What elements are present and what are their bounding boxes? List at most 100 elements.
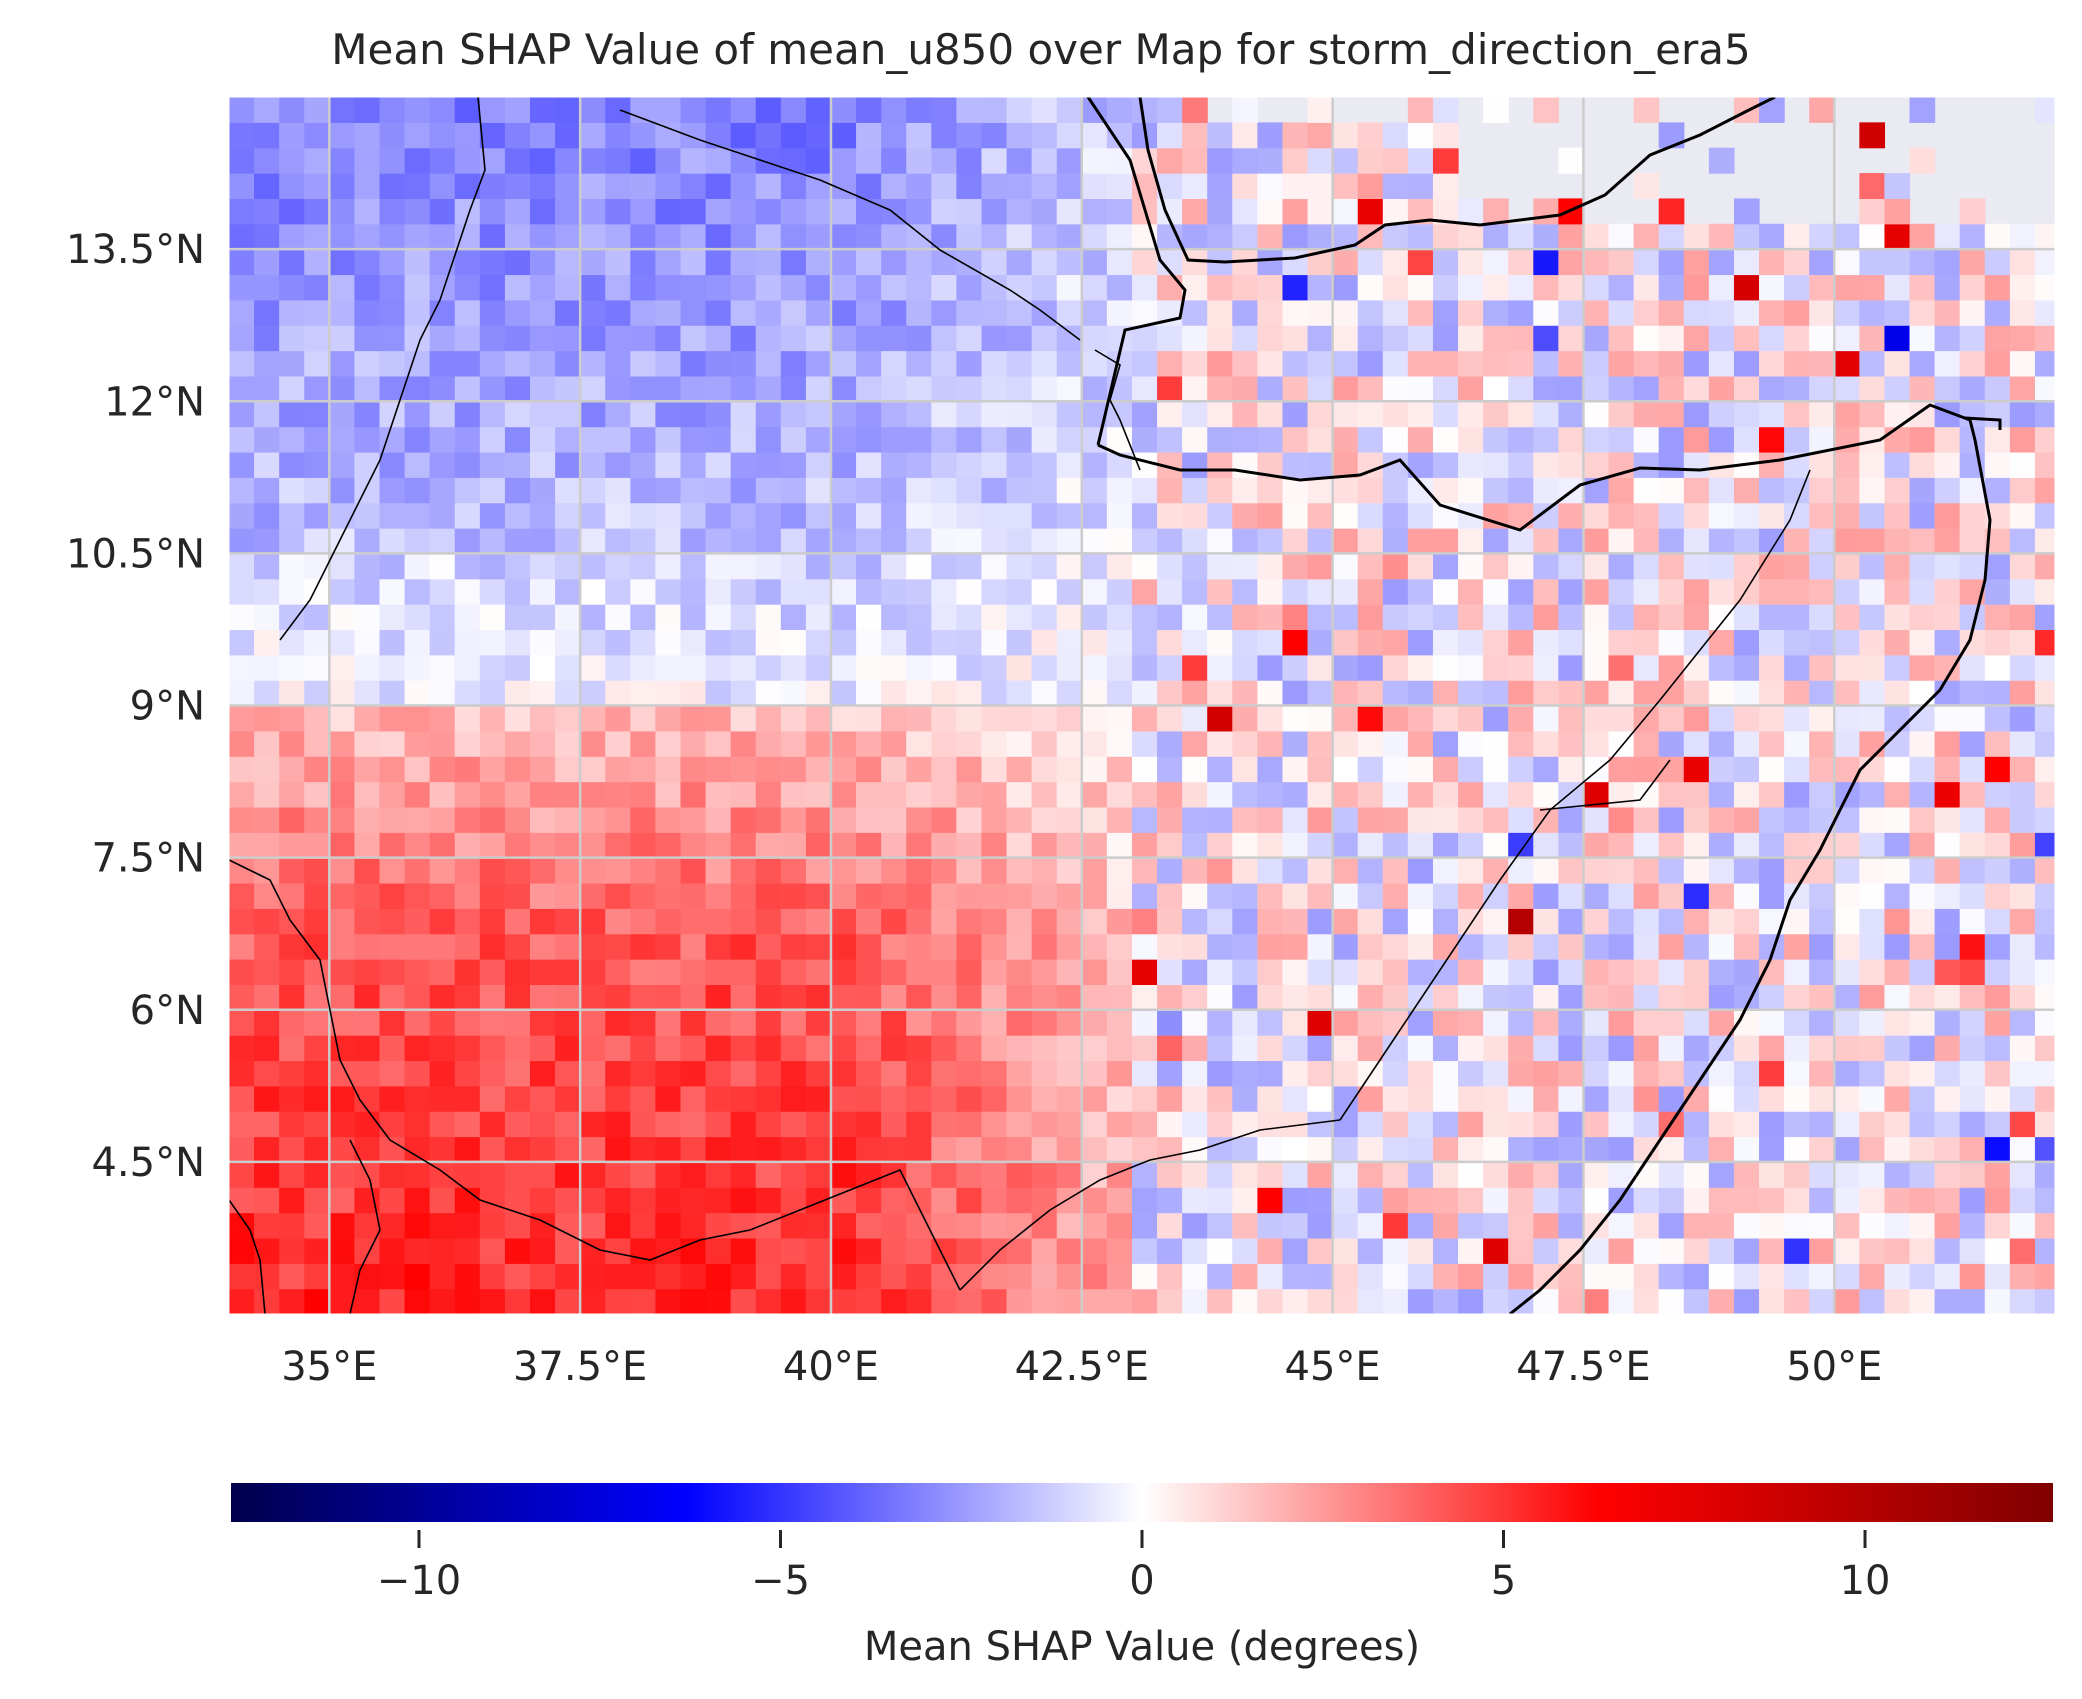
heatmap-cell xyxy=(655,984,682,1011)
heatmap-cell xyxy=(1056,1035,1083,1062)
heatmap-cell xyxy=(1031,578,1058,605)
heatmap-cell xyxy=(1608,857,1635,884)
heatmap-cell xyxy=(1533,680,1559,707)
heatmap-cell xyxy=(1608,578,1635,605)
heatmap-cell xyxy=(379,1111,406,1138)
heatmap-cell xyxy=(755,1237,782,1264)
heatmap-cell xyxy=(1432,477,1459,504)
heatmap-cell xyxy=(454,528,481,554)
heatmap-cell xyxy=(1608,984,1635,1011)
heatmap-cell xyxy=(454,604,481,631)
heatmap-cell xyxy=(931,1212,957,1239)
heatmap-cell xyxy=(1708,401,1735,428)
heatmap-cell xyxy=(1658,249,1685,276)
heatmap-cell xyxy=(630,401,656,428)
heatmap-cell xyxy=(705,477,732,504)
heatmap-cell xyxy=(780,1263,807,1290)
heatmap-cell xyxy=(1307,1060,1334,1087)
heatmap-cell xyxy=(1307,578,1334,605)
heatmap-cell xyxy=(1307,1136,1334,1163)
heatmap-cell xyxy=(1031,249,1058,276)
heatmap-cell xyxy=(1608,1085,1635,1112)
heatmap-cell xyxy=(2009,730,2036,757)
heatmap-cell xyxy=(1708,933,1735,960)
heatmap-cell xyxy=(931,299,957,326)
heatmap-cell xyxy=(379,1009,406,1036)
heatmap-cell xyxy=(1658,299,1685,326)
heatmap-cell xyxy=(1131,882,1158,909)
heatmap-cell xyxy=(1031,604,1058,631)
heatmap-cell xyxy=(1959,680,1986,707)
heatmap-cell xyxy=(580,781,606,808)
heatmap-cell xyxy=(680,857,707,884)
heatmap-cell xyxy=(1332,1263,1359,1290)
heatmap-cell xyxy=(1131,325,1158,352)
heatmap-cell xyxy=(1658,705,1685,732)
heatmap-cell xyxy=(1006,756,1033,783)
heatmap-cell xyxy=(680,1263,707,1290)
heatmap-cell xyxy=(881,705,907,732)
heatmap-cell xyxy=(404,806,431,833)
heatmap-cell xyxy=(1332,1187,1359,1214)
heatmap-cell xyxy=(2009,654,2036,681)
heatmap-cell xyxy=(1733,426,1760,453)
heatmap-cell xyxy=(279,274,305,301)
heatmap-cell xyxy=(429,604,456,631)
heatmap-cell xyxy=(881,528,907,554)
heatmap-cell xyxy=(1809,223,1835,250)
heatmap-cell xyxy=(479,1263,506,1290)
heatmap-cell xyxy=(956,147,983,174)
heatmap-cell xyxy=(1182,1212,1208,1239)
heatmap-cell xyxy=(1959,223,1986,250)
heatmap-cell xyxy=(705,1085,732,1112)
heatmap-cell xyxy=(504,350,531,377)
heatmap-cell xyxy=(655,730,682,757)
heatmap-cell xyxy=(555,1237,581,1264)
heatmap-cell xyxy=(981,1136,1008,1163)
heatmap-cell xyxy=(830,1136,857,1163)
heatmap-cell xyxy=(881,502,907,529)
heatmap-cell xyxy=(229,882,255,909)
heatmap-cell xyxy=(379,629,406,656)
heatmap-cell xyxy=(1207,730,1233,757)
heatmap-cell xyxy=(1759,426,1785,453)
heatmap-cell xyxy=(279,1035,305,1062)
heatmap-cell xyxy=(1934,832,1961,859)
heatmap-cell xyxy=(906,1060,932,1087)
heatmap-cell xyxy=(1508,426,1534,453)
heatmap-cell xyxy=(1859,375,1886,402)
heatmap-cell xyxy=(780,984,807,1011)
heatmap-cell xyxy=(680,1060,707,1087)
heatmap-cell xyxy=(981,375,1008,402)
heatmap-cell xyxy=(404,756,431,783)
heatmap-cell xyxy=(254,680,280,707)
heatmap-cell xyxy=(605,680,631,707)
heatmap-cell xyxy=(429,274,456,301)
heatmap-cell xyxy=(1407,350,1434,377)
heatmap-cell xyxy=(1031,375,1058,402)
heatmap-cell xyxy=(830,502,857,529)
heatmap-cell xyxy=(304,249,330,276)
heatmap-cell xyxy=(254,249,280,276)
heatmap-cell xyxy=(504,908,531,935)
heatmap-cell xyxy=(1658,401,1685,428)
heatmap-cell xyxy=(1483,426,1509,453)
heatmap-cell xyxy=(1558,578,1585,605)
heatmap-cell xyxy=(1232,1187,1258,1214)
heatmap-cell xyxy=(956,451,983,478)
heatmap-cell xyxy=(1483,1060,1509,1087)
heatmap-cell xyxy=(1708,553,1735,580)
heatmap-cell xyxy=(354,756,381,783)
heatmap-cell xyxy=(931,654,957,681)
heatmap-cell xyxy=(1232,325,1258,352)
heatmap-cell xyxy=(856,223,882,250)
heatmap-cell xyxy=(229,908,255,935)
heatmap-cell xyxy=(1884,477,1911,504)
heatmap-cell xyxy=(580,553,606,580)
heatmap-cell xyxy=(1884,1288,1911,1314)
heatmap-cell xyxy=(504,1263,531,1290)
heatmap-cell xyxy=(1357,1161,1384,1188)
heatmap-cell xyxy=(555,1288,581,1314)
heatmap-cell xyxy=(404,528,431,554)
heatmap-cell xyxy=(605,781,631,808)
